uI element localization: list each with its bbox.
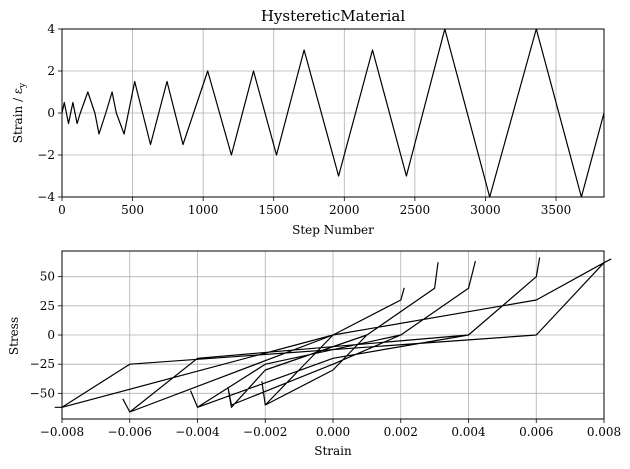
y-tick-label: 0 xyxy=(47,106,55,120)
x-tick-label: −0.006 xyxy=(108,425,152,439)
strain-history-series xyxy=(61,28,605,198)
y-tick-label: 0 xyxy=(47,328,55,342)
x-tick-label: 0.002 xyxy=(384,425,418,439)
x-tick-label: 2000 xyxy=(329,203,360,217)
x-tick-label: 3500 xyxy=(541,203,572,217)
x-tick-label: 1000 xyxy=(188,203,219,217)
y-tick-label: −25 xyxy=(30,357,55,371)
x-tick-label: 3000 xyxy=(470,203,501,217)
y-tick-label: 4 xyxy=(47,22,55,36)
y-tick-label: −4 xyxy=(37,190,55,204)
y-axis-label: Stress xyxy=(7,317,21,355)
x-tick-label: 0.004 xyxy=(451,425,486,439)
x-tick-label: −0.008 xyxy=(40,425,84,439)
x-tick-label: 2500 xyxy=(400,203,431,217)
x-tick-label: 0 xyxy=(58,203,66,217)
chart-title: HystereticMaterial xyxy=(261,7,406,25)
y-tick-label: −2 xyxy=(37,148,55,162)
y-tick-label: 25 xyxy=(40,299,55,313)
strain-history-ticks: 0 500 1000 1500 2000 2500 3000 3500 4 2 0 −2 −4 xyxy=(37,22,571,217)
x-tick-label: 1500 xyxy=(258,203,289,217)
x-tick-label: 0.000 xyxy=(316,425,350,439)
series-line xyxy=(54,257,612,413)
y-tick-label: 50 xyxy=(40,270,55,284)
y-tick-label: −50 xyxy=(30,386,55,400)
y-axis-label: Strain / εy xyxy=(11,82,28,143)
x-tick-label: 0.006 xyxy=(519,425,553,439)
stress-strain-chart: −0.008 −0.006 −0.004 −0.002 0.000 0.002 0.004 0… xyxy=(7,250,622,458)
x-tick-label: −0.002 xyxy=(243,425,287,439)
x-tick-label: −0.004 xyxy=(175,425,220,439)
stress-strain-series xyxy=(54,257,612,413)
y-axis-label-main: Strain / ε xyxy=(11,88,25,143)
y-axis-label-subscript: y xyxy=(18,82,28,89)
strain-history-chart: 0 500 1000 1500 2000 2500 3000 3500 4 2 0 −2 −4 Hyst… xyxy=(11,7,605,237)
x-axis-label: Strain xyxy=(314,444,352,458)
stress-strain-ticks: −0.008 −0.006 −0.004 −0.002 0.000 0.002 0.004 0… xyxy=(30,270,622,439)
series-line xyxy=(61,28,605,198)
x-tick-label: 500 xyxy=(121,203,144,217)
y-tick-label: 2 xyxy=(47,64,55,78)
x-tick-label: 0.008 xyxy=(587,425,621,439)
x-axis-label: Step Number xyxy=(292,223,374,237)
